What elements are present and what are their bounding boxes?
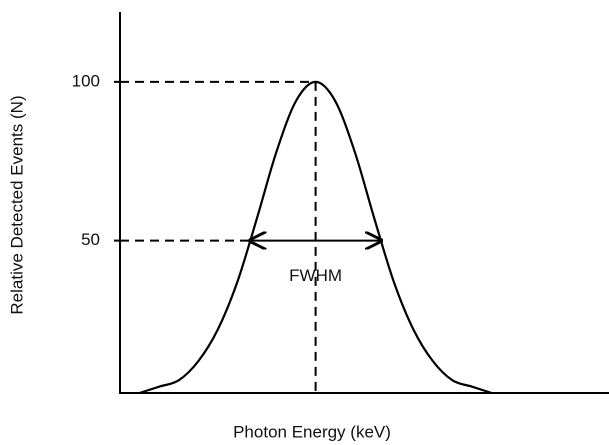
y-tick-label: 100 bbox=[72, 71, 100, 90]
curve bbox=[139, 80, 492, 395]
fwhm-label: FWHM bbox=[289, 266, 342, 285]
y-axis-label: Relative Detected Events (N) bbox=[7, 95, 26, 314]
x-axis-label: Photon Energy (keV) bbox=[233, 422, 391, 441]
y-tick-label: 50 bbox=[81, 230, 100, 249]
